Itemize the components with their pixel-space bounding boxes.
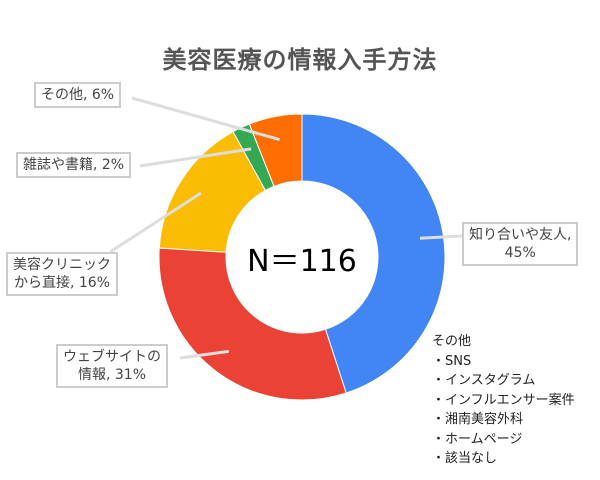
leader-line (109, 191, 202, 254)
center-label: N＝116 (247, 244, 357, 279)
note-item: ・ホームページ (432, 431, 523, 447)
slice-0 (301, 113, 446, 394)
note-item: ・該当なし (432, 451, 498, 466)
leader-line (179, 349, 229, 360)
other-note: その他 ・SNS ・インスタグラム ・インフルエンサー案件 ・湘南美容外科 ・ホ… (432, 332, 575, 469)
note-item: ・インフルエンサー案件 (432, 392, 575, 408)
slice-1 (158, 247, 347, 401)
slice-4 (248, 113, 303, 187)
slice-label: 知り合いや友人, 45% (462, 222, 579, 266)
note-heading: その他 (432, 334, 472, 349)
note-item: ・インスタグラム (432, 373, 536, 388)
slice-label: その他, 6% (34, 82, 122, 108)
note-item: ・湘南美容外科 (432, 412, 524, 427)
slice-label: 雑誌や書籍, 2% (16, 152, 132, 178)
slice-label: 美容クリニック から直接, 16% (6, 252, 118, 296)
note-item: ・SNS (432, 353, 472, 369)
leader-line (139, 147, 252, 168)
slice-label: ウェブサイトの 情報, 31% (56, 344, 168, 388)
leader-line (131, 96, 281, 142)
leader-line (419, 234, 463, 240)
chart-title: 美容医療の情報入手方法 (162, 46, 438, 74)
